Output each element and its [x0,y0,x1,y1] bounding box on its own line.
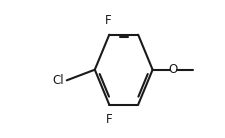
Text: Cl: Cl [52,74,64,87]
Text: F: F [105,14,111,27]
Text: O: O [167,63,177,76]
Text: F: F [106,113,112,126]
